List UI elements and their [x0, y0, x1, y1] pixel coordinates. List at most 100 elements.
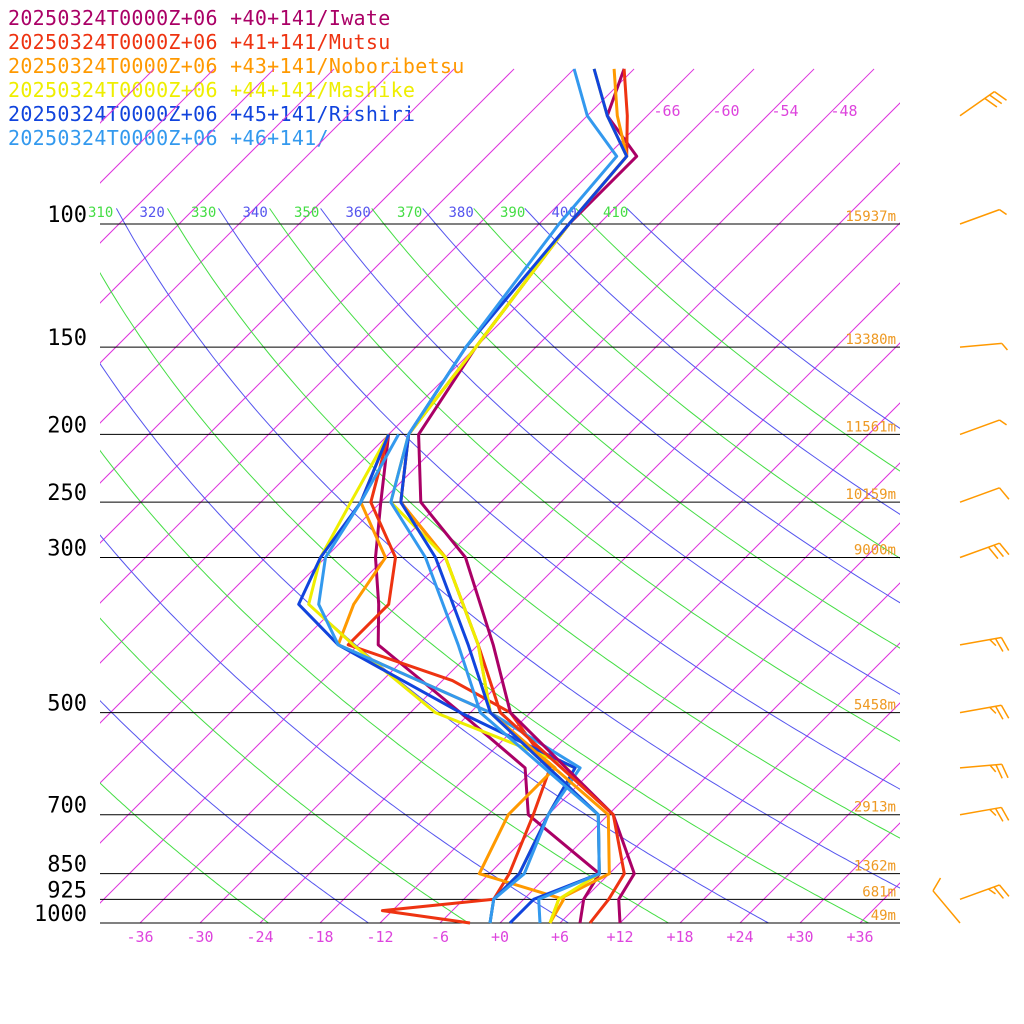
isotherm-line [898, 222, 900, 225]
wind-barb [959, 419, 1007, 436]
theta-label: 340 [243, 205, 268, 221]
isotherm-line [178, 68, 335, 225]
temperature-tick-label: +30 [786, 928, 813, 946]
isotherm-line [559, 582, 900, 923]
grid-group [100, 68, 1024, 923]
legend-entry: 20250324T0000Z+06 +46+141/ [8, 126, 329, 150]
dry-adiabat-line [100, 782, 269, 923]
isotherm-line [100, 223, 240, 364]
pressure-tick-label: 300 [47, 537, 87, 562]
wind-barb [959, 208, 1007, 225]
isotherm-line [100, 223, 180, 304]
theta-label: 330 [191, 205, 216, 221]
pressure-tick-label: 700 [47, 794, 87, 819]
wind-barb [959, 806, 1010, 822]
temperature-tick-label: -6 [431, 928, 449, 946]
wind-barb [959, 91, 1007, 117]
wind-barb [932, 877, 961, 924]
height-label: 15937m [845, 209, 896, 225]
isotherm-line [100, 223, 480, 604]
isotherm-line [799, 822, 900, 923]
temperature-tick-label: -24 [246, 928, 273, 946]
isotherm-line [100, 223, 780, 904]
height-label: 681m [862, 884, 896, 900]
dry-adiabat-line [100, 449, 669, 923]
isotherm-line [100, 223, 600, 724]
pressure-tick-label: 500 [47, 692, 87, 717]
theta-label: 390 [500, 205, 525, 221]
height-label: 9000m [854, 543, 896, 559]
isotherm-line [118, 68, 275, 225]
theta-label: 360 [346, 205, 371, 221]
temperature-tick-label: +24 [726, 928, 753, 946]
wind-barb [959, 342, 1009, 351]
dry-adiabat-line [218, 208, 900, 790]
isotherm-line [679, 702, 900, 923]
isotherm-line [538, 68, 695, 225]
theta-label: 380 [449, 205, 474, 221]
height-label: 13380m [845, 332, 896, 348]
dewpoint-line [297, 433, 577, 924]
wind-barb [959, 884, 1010, 901]
pressure-tick-label: 850 [47, 853, 87, 878]
theta-label: 370 [397, 205, 422, 221]
isotherm-line [100, 223, 420, 544]
isotherm-line [100, 223, 720, 844]
temperature-tick-label: +18 [666, 928, 693, 946]
upper-temperature-label: -54 [771, 102, 798, 120]
isotherm-line [139, 223, 840, 923]
temperature-tick-label: +12 [606, 928, 633, 946]
temperature-tick-label: +36 [846, 928, 873, 946]
wind-barb [959, 487, 1010, 503]
dry-adiabat-line [371, 208, 900, 649]
height-label: 2913m [854, 800, 896, 816]
isotherm-line [439, 462, 900, 923]
isotherm-line [259, 282, 900, 923]
isotherm-line [100, 223, 540, 664]
temperature-tick-label: -30 [186, 928, 213, 946]
height-label: 10159m [845, 487, 896, 503]
temperature-tick-label: -18 [306, 928, 333, 946]
dewpoint-line [374, 434, 601, 924]
isotherm-line [100, 223, 360, 484]
isotherm-line [298, 68, 455, 225]
legend-entry: 20250324T0000Z+06 +43+141/Noboribetsu [8, 54, 465, 78]
wind-barb [959, 542, 1010, 560]
dry-adiabat-line [626, 208, 900, 429]
isotherm-line [379, 402, 900, 923]
wind-barb [959, 704, 1010, 720]
isotherm-line [778, 102, 900, 225]
isotherm-line [478, 68, 635, 225]
pressure-tick-label: 1000 [34, 902, 87, 927]
height-label: 1362m [854, 859, 896, 875]
isotherm-line [739, 762, 900, 923]
dry-adiabat-line [422, 208, 900, 604]
wind-barb [959, 636, 1010, 652]
legend-entry: 20250324T0000Z+06 +41+141/Mutsu [8, 30, 391, 54]
dry-adiabat-line [320, 208, 900, 695]
isotherm-line [658, 68, 815, 225]
legend-entry: 20250324T0000Z+06 +40+141/Iwate [8, 6, 391, 30]
isotherm-line [920, 224, 1024, 923]
isotherm-line [499, 522, 900, 923]
isotherm-line [100, 223, 300, 424]
upper-temperature-label: -60 [712, 102, 739, 120]
height-label: 11561m [845, 419, 896, 435]
theta-label: 310 [88, 205, 113, 221]
theta-label: 350 [294, 205, 319, 221]
isotherm-line [238, 68, 395, 225]
theta-label: 320 [140, 205, 165, 221]
isotherm-line [319, 342, 900, 923]
upper-temperature-label: -66 [653, 102, 680, 120]
wind-barb [959, 763, 1009, 779]
temperature-line [389, 68, 619, 924]
isotherm-line [100, 68, 215, 184]
isotherm-line [859, 882, 900, 923]
isotherm-line [100, 223, 660, 784]
pressure-tick-label: 200 [47, 413, 87, 438]
height-label: 5458m [854, 698, 896, 714]
dry-adiabat-line [575, 208, 900, 472]
isotherm-line [199, 223, 900, 923]
theta-label: 410 [603, 205, 628, 221]
